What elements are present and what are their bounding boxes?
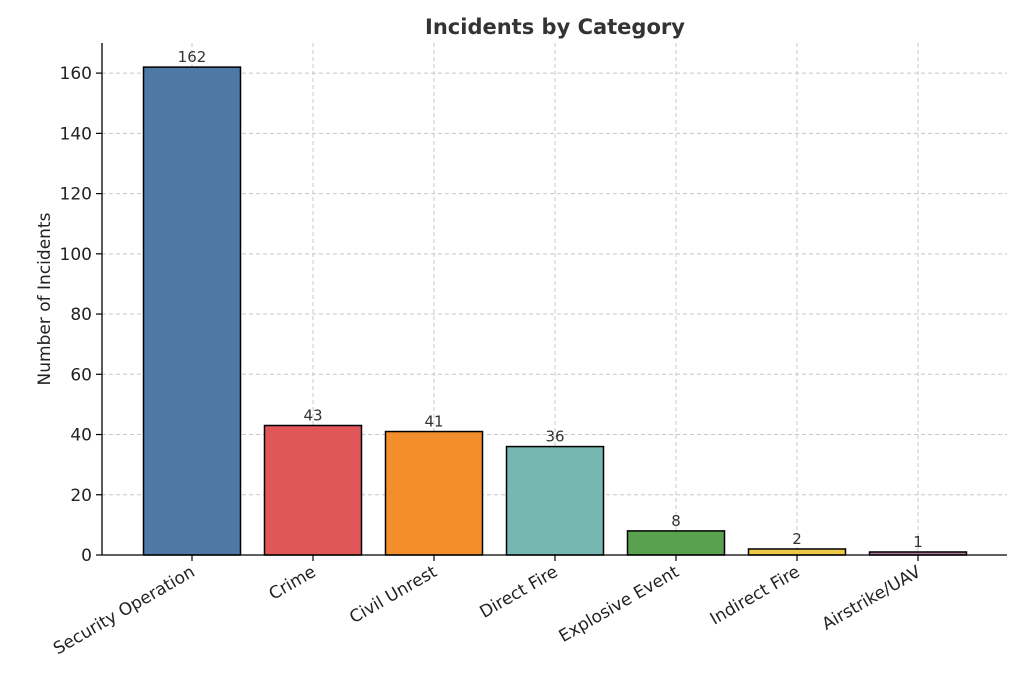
bar-civil-unrest: [384, 430, 484, 556]
y-tick-label: 0: [81, 546, 92, 566]
y-tick-label: 60: [70, 365, 92, 385]
y-tick-label: 100: [60, 245, 92, 265]
data-label: 36: [545, 428, 564, 446]
y-axis-label: Number of Incidents: [35, 212, 55, 385]
y-tick-label: 160: [60, 64, 92, 84]
x-tick-label: Crime: [266, 562, 320, 605]
y-tick-label: 80: [70, 305, 92, 325]
data-labels: 162 43 41 36 8 2 1: [178, 48, 923, 551]
data-label: 43: [303, 406, 322, 424]
data-label: 8: [671, 512, 681, 530]
bar-security-operation: [142, 66, 242, 556]
x-tick-label: Explosive Event: [556, 562, 683, 647]
data-label: 41: [424, 413, 443, 431]
y-tick-label: 120: [60, 185, 92, 205]
x-tick-label: Direct Fire: [476, 562, 561, 623]
bars: [142, 66, 968, 556]
y-tick-label: 20: [70, 486, 92, 506]
bar-direct-fire: [505, 445, 605, 556]
chart-title: Incidents by Category: [425, 15, 685, 39]
data-label: 2: [792, 530, 802, 548]
y-tick-label: 40: [70, 426, 92, 446]
x-tick-label: Security Operation: [50, 562, 198, 659]
data-label: 162: [178, 48, 207, 66]
x-tick-label: Airstrike/UAV: [819, 562, 925, 635]
grid: [102, 43, 1007, 556]
x-tick-label: Civil Unrest: [346, 562, 441, 628]
bar-explosive-event: [626, 530, 726, 556]
bar-crime: [263, 424, 363, 556]
bar-indirect-fire: [747, 548, 847, 556]
data-label: 1: [913, 533, 923, 551]
x-tick-label: Indirect Fire: [707, 562, 804, 629]
y-tick-label: 140: [60, 124, 92, 144]
